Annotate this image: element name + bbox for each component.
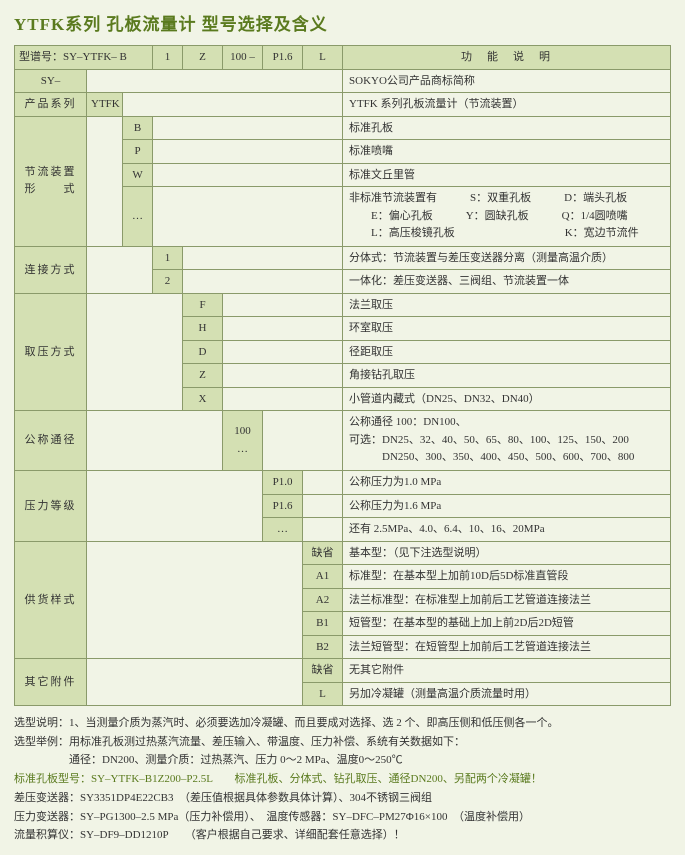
plevel-desc-16: 公称压力为1.6 MPa <box>343 494 671 518</box>
hdr-code-3: 100 – <box>223 46 263 70</box>
form-desc-w: 标准文丘里管 <box>343 163 671 187</box>
press-desc-h: 环室取压 <box>343 317 671 341</box>
press-code-h: H <box>183 317 223 341</box>
empty <box>87 293 183 411</box>
conn-code-1: 1 <box>153 246 183 270</box>
plevel-label: 压力等级 <box>15 471 87 542</box>
supply-desc-b1: 短管型：在基本型的基础上加上前2D后2D短管 <box>343 612 671 636</box>
empty <box>87 471 263 542</box>
empty <box>183 246 343 270</box>
supply-code-b1: B1 <box>303 612 343 636</box>
series-code: YTFK <box>87 93 123 117</box>
form-code-etc: … <box>123 187 153 247</box>
conn-label: 连接方式 <box>15 246 87 293</box>
dn-label: 公称通径 <box>15 411 87 471</box>
empty <box>223 364 343 388</box>
spec-table: 型谱号：SY–YTFK– B 1 Z 100 – P1.6 L 功 能 说 明 … <box>14 45 671 706</box>
func-header: 功 能 说 明 <box>343 46 671 70</box>
plevel-desc-10: 公称压力为1.0 MPa <box>343 471 671 495</box>
supply-code-0: 缺省 <box>303 541 343 565</box>
empty <box>153 187 343 247</box>
supply-desc-0: 基本型：（见下注选型说明） <box>343 541 671 565</box>
note-7: 流量积算仪：SY–DF9–DD1210P （客户根据自己要求、详细配套任意选择）… <box>14 826 671 845</box>
dn-desc: 公称通径 100：DN100、 可选：DN25、32、40、50、65、80、1… <box>343 411 671 471</box>
empty <box>303 518 343 542</box>
hdr-code-1: 1 <box>153 46 183 70</box>
sy-code: SY– <box>15 69 87 93</box>
empty <box>223 387 343 411</box>
empty <box>223 317 343 341</box>
supply-label: 供货样式 <box>15 541 87 659</box>
press-code-f: F <box>183 293 223 317</box>
press-desc-f: 法兰取压 <box>343 293 671 317</box>
hdr-code-2: Z <box>183 46 223 70</box>
supply-code-b2: B2 <box>303 635 343 659</box>
empty <box>153 116 343 140</box>
supply-code-a2: A2 <box>303 588 343 612</box>
empty <box>87 659 303 706</box>
press-desc-x: 小管道内藏式（DN25、DN32、DN40） <box>343 387 671 411</box>
empty <box>223 340 343 364</box>
spectrum-label: 型谱号：SY–YTFK– B <box>15 46 153 70</box>
press-desc-d: 径距取压 <box>343 340 671 364</box>
note-4: 标准孔板型号：SY–YTFK–B1Z200–P2.5L 标准孔板、分体式、钻孔取… <box>14 770 671 789</box>
empty <box>123 93 343 117</box>
acc-desc-l: 另加冷凝罐（测量高温介质流量时用） <box>343 682 671 706</box>
series-label: 产品系列 <box>15 93 87 117</box>
form-code-w: W <box>123 163 153 187</box>
note-1: 选型说明：1、当测量介质为蒸汽时、必须要选加冷凝罐、而且要成对选择、选 2 个、… <box>14 714 671 733</box>
note-5: 差压变送器：SY3351DP4E22CB3 （差压值根据具体参数具体计算）、30… <box>14 789 671 808</box>
empty <box>153 140 343 164</box>
supply-desc-a1: 标准型：在基本型上加前10D后5D标准直管段 <box>343 565 671 589</box>
form-code-b: B <box>123 116 153 140</box>
form-desc-b: 标准孔板 <box>343 116 671 140</box>
form-code-p: P <box>123 140 153 164</box>
hdr-code-4: P1.6 <box>263 46 303 70</box>
empty <box>87 246 153 293</box>
empty <box>87 116 123 246</box>
press-label: 取压方式 <box>15 293 87 411</box>
conn-desc-2: 一体化：差压变送器、三阀组、节流装置一体 <box>343 270 671 294</box>
plevel-code-etc: … <box>263 518 303 542</box>
supply-desc-b2: 法兰短管型：在短管型上加前后工艺管道连接法兰 <box>343 635 671 659</box>
page-title: YTFK系列 孔板流量计 型号选择及含义 <box>14 10 671 35</box>
series-desc: YTFK 系列孔板流量计（节流装置） <box>343 93 671 117</box>
supply-code-a1: A1 <box>303 565 343 589</box>
conn-code-2: 2 <box>153 270 183 294</box>
form-label: 节流装置 形 式 <box>15 116 87 246</box>
empty <box>87 411 223 471</box>
plevel-code-16: P1.6 <box>263 494 303 518</box>
dn-code: 100 … <box>223 411 263 471</box>
press-desc-z: 角接钻孔取压 <box>343 364 671 388</box>
empty <box>263 411 343 471</box>
plevel-desc-etc: 还有 2.5MPa、4.0、6.4、10、16、20MPa <box>343 518 671 542</box>
conn-desc-1: 分体式：节流装置与差压变送器分离（测量高温介质） <box>343 246 671 270</box>
empty <box>153 163 343 187</box>
note-6: 压力变送器：SY–PG1300–2.5 MPa（压力补偿用）、 温度传感器：SY… <box>14 808 671 827</box>
press-code-z: Z <box>183 364 223 388</box>
press-code-x: X <box>183 387 223 411</box>
acc-label: 其它附件 <box>15 659 87 706</box>
hdr-code-5: L <box>303 46 343 70</box>
acc-code-l: L <box>303 682 343 706</box>
press-code-d: D <box>183 340 223 364</box>
acc-desc-0: 无其它附件 <box>343 659 671 683</box>
empty <box>303 471 343 495</box>
form-desc-p: 标准喷嘴 <box>343 140 671 164</box>
note-3: 通径：DN200、测量介质：过热蒸汽、压力 0～2 MPa、温度0～250℃ <box>14 751 671 770</box>
supply-desc-a2: 法兰标准型：在标准型上加前后工艺管道连接法兰 <box>343 588 671 612</box>
acc-code-0: 缺省 <box>303 659 343 683</box>
plevel-code-10: P1.0 <box>263 471 303 495</box>
empty <box>303 494 343 518</box>
notes-block: 选型说明：1、当测量介质为蒸汽时、必须要选加冷凝罐、而且要成对选择、选 2 个、… <box>14 714 671 845</box>
empty <box>87 69 343 93</box>
empty <box>223 293 343 317</box>
form-desc-etc: 非标准节流装置有 S：双重孔板 D：端头孔板 E：偏心孔板 Y：圆缺孔板 Q：1… <box>343 187 671 247</box>
empty <box>87 541 303 659</box>
empty <box>183 270 343 294</box>
sy-desc: SOKYO公司产品商标简称 <box>343 69 671 93</box>
